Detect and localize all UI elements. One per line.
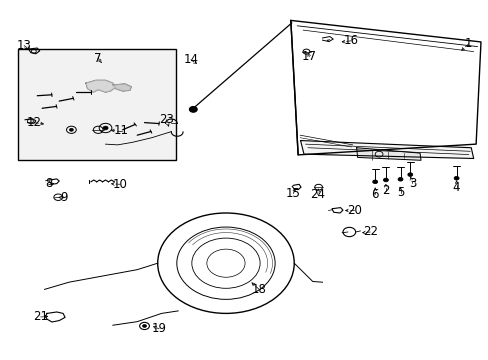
Text: 18: 18	[251, 283, 266, 296]
Text: 4: 4	[452, 181, 459, 194]
Polygon shape	[113, 84, 131, 91]
Text: 19: 19	[151, 322, 166, 335]
Text: 8: 8	[45, 177, 52, 190]
Polygon shape	[290, 21, 480, 155]
Text: 17: 17	[301, 50, 316, 63]
Circle shape	[397, 177, 402, 181]
Text: 23: 23	[159, 113, 174, 126]
Circle shape	[383, 178, 387, 182]
Text: 2: 2	[382, 184, 389, 197]
Text: 3: 3	[408, 177, 416, 190]
Polygon shape	[356, 148, 420, 160]
Circle shape	[142, 324, 146, 327]
Text: 7: 7	[94, 51, 102, 64]
Circle shape	[189, 107, 197, 112]
Circle shape	[69, 129, 73, 131]
Text: 5: 5	[396, 186, 404, 199]
Circle shape	[372, 180, 377, 184]
Text: 12: 12	[26, 116, 41, 129]
Text: 22: 22	[362, 225, 377, 238]
Text: 1: 1	[464, 37, 471, 50]
Text: 9: 9	[60, 192, 68, 204]
Text: 10: 10	[113, 178, 127, 191]
Text: 24: 24	[309, 188, 325, 201]
Polygon shape	[86, 80, 115, 92]
Circle shape	[407, 173, 412, 176]
Text: 13: 13	[17, 39, 31, 52]
Text: 14: 14	[183, 53, 198, 66]
Text: 20: 20	[346, 204, 361, 217]
Text: 11: 11	[114, 124, 129, 137]
Polygon shape	[300, 140, 473, 158]
Circle shape	[453, 176, 458, 180]
Circle shape	[103, 126, 108, 130]
Text: 6: 6	[371, 188, 378, 201]
Text: 21: 21	[33, 310, 48, 324]
Bar	[18, 49, 176, 160]
Text: 16: 16	[343, 34, 358, 48]
Text: 15: 15	[285, 187, 300, 200]
